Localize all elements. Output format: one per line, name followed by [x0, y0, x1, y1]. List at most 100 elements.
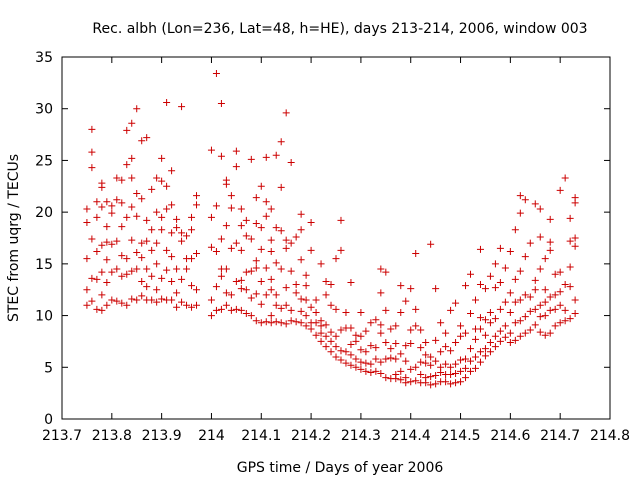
data-point — [551, 291, 559, 299]
data-point — [432, 380, 440, 388]
data-point — [566, 263, 574, 271]
data-point — [93, 275, 101, 283]
data-point — [98, 268, 106, 276]
data-point — [227, 291, 235, 299]
data-point — [327, 348, 335, 356]
data-point — [377, 369, 385, 377]
data-point — [292, 281, 300, 289]
x-tick-label: 214.4 — [391, 428, 431, 444]
data-point — [217, 305, 225, 313]
data-point — [222, 301, 230, 309]
data-point — [377, 329, 385, 337]
data-point — [287, 267, 295, 275]
data-point — [496, 305, 504, 313]
data-point — [282, 109, 290, 117]
data-point — [496, 337, 504, 345]
data-point — [178, 237, 186, 245]
data-point — [476, 325, 484, 333]
data-point — [307, 303, 315, 311]
data-point — [556, 319, 564, 327]
y-tick-label: 20 — [35, 205, 53, 221]
data-point — [457, 322, 465, 330]
data-point — [207, 243, 215, 251]
data-point — [452, 369, 460, 377]
data-point — [217, 100, 225, 108]
data-point — [486, 319, 494, 327]
data-point — [98, 203, 106, 211]
data-point — [188, 282, 196, 290]
data-point — [153, 208, 161, 216]
data-point — [232, 277, 240, 285]
data-point — [417, 344, 425, 352]
data-point — [103, 198, 111, 206]
data-point — [217, 272, 225, 280]
data-point — [347, 278, 355, 286]
data-point — [481, 352, 489, 360]
data-point — [168, 253, 176, 261]
data-point — [442, 329, 450, 337]
data-point — [432, 285, 440, 293]
data-point — [417, 326, 425, 334]
x-tick-label: 214.5 — [440, 428, 480, 444]
data-point — [262, 318, 270, 326]
data-point — [153, 239, 161, 247]
data-point — [387, 354, 395, 362]
data-point — [387, 325, 395, 333]
data-point — [252, 220, 260, 228]
data-point — [536, 313, 544, 321]
data-point — [546, 329, 554, 337]
data-point — [382, 355, 390, 363]
data-point — [108, 240, 116, 248]
data-point — [242, 310, 250, 318]
data-point — [247, 235, 255, 243]
data-point — [158, 226, 166, 234]
data-point — [272, 259, 280, 267]
data-point — [546, 306, 554, 314]
data-point — [496, 278, 504, 286]
data-point — [138, 277, 146, 285]
data-point — [392, 371, 400, 379]
data-point — [452, 338, 460, 346]
data-point — [481, 316, 489, 324]
data-point — [491, 284, 499, 292]
data-point — [143, 237, 151, 245]
data-point — [88, 164, 96, 172]
data-points — [83, 70, 579, 389]
data-point — [516, 332, 524, 340]
data-point — [476, 348, 484, 356]
axes — [61, 56, 611, 420]
data-point — [178, 298, 186, 306]
data-point — [476, 314, 484, 322]
data-point — [242, 232, 250, 240]
data-point — [412, 305, 420, 313]
data-point — [556, 268, 564, 276]
data-point — [138, 195, 146, 203]
data-point — [357, 332, 365, 340]
plot-frame — [61, 56, 611, 420]
data-point — [302, 322, 310, 330]
data-point — [516, 296, 524, 304]
data-point — [272, 301, 280, 309]
data-point — [407, 285, 415, 293]
data-point — [287, 239, 295, 247]
data-point — [322, 332, 330, 340]
data-point — [113, 237, 121, 245]
data-point — [516, 267, 524, 275]
data-point — [332, 353, 340, 361]
data-point — [193, 201, 201, 209]
data-point — [352, 355, 360, 363]
data-point — [531, 305, 539, 313]
data-point — [262, 212, 270, 220]
data-point — [422, 359, 430, 367]
data-point — [312, 331, 320, 339]
data-point — [352, 337, 360, 345]
data-point — [128, 174, 136, 182]
data-point — [427, 240, 435, 248]
data-point — [481, 331, 489, 339]
data-point — [207, 312, 215, 320]
data-point — [501, 264, 509, 272]
data-point — [282, 284, 290, 292]
data-point — [163, 266, 171, 274]
data-point — [297, 256, 305, 264]
data-point — [183, 301, 191, 309]
